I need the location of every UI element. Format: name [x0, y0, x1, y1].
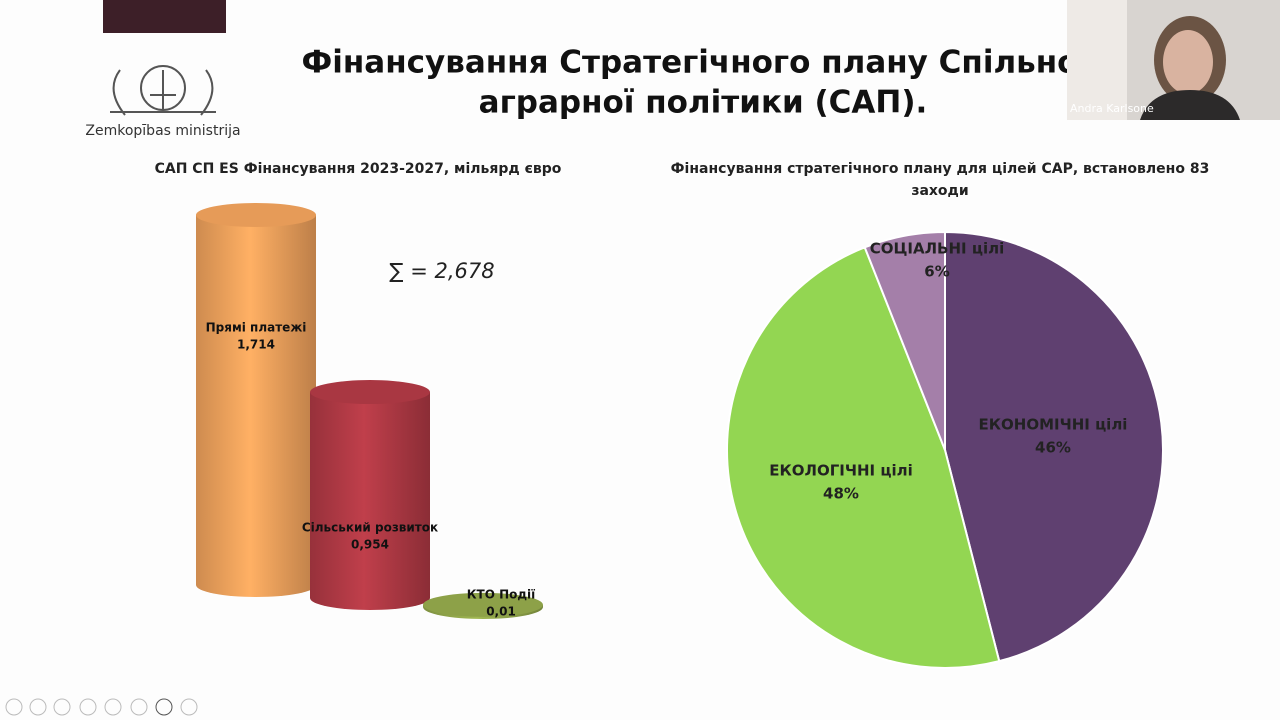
body [1140, 90, 1240, 120]
cylinder-top [310, 380, 430, 405]
pie-slice [944, 230, 1164, 663]
cylinder-body [196, 215, 316, 597]
value-label: 0,01 [486, 605, 516, 619]
slice-label: СОЦІАЛЬНІ цілі [870, 240, 1005, 258]
tool-button[interactable] [79, 698, 97, 716]
cylinder-bar [423, 592, 543, 619]
chart-title: САП СП ES Фінансування 2023-2027, мільяр… [155, 161, 562, 177]
charts: САП СП ES Фінансування 2023-2027, мільяр… [155, 161, 1210, 669]
slice-value: 46% [1035, 439, 1071, 457]
video-tile: Andra Karlsone [1067, 0, 1280, 120]
slide-title: аграрної політики (САП). [479, 85, 928, 121]
chart-title-line: заходи [911, 183, 968, 199]
logo-text: Zemkopības ministrija [85, 123, 240, 139]
annotation: ∑ = 2,678 [389, 259, 494, 283]
tool-button[interactable] [53, 698, 71, 716]
bar-label: Сільський розвиток [302, 521, 438, 535]
bar-label: Прямі платежі [206, 321, 307, 335]
face [1163, 30, 1213, 94]
cylinder-bar [196, 203, 316, 597]
tool-button[interactable] [29, 698, 47, 716]
pie-slice [863, 230, 946, 451]
chart-title: Фінансування стратегічного плану для ціл… [671, 161, 1210, 199]
slice-label: ЕКОНОМІЧНІ цілі [979, 416, 1128, 434]
value-label: 1,714 [237, 338, 275, 352]
slice-value: 6% [924, 263, 949, 281]
value-label: 0,954 [351, 538, 389, 552]
tool-button[interactable] [155, 698, 173, 716]
toolbar [5, 698, 198, 716]
logo [110, 65, 216, 116]
participant-name: Andra Karlsone [1070, 102, 1154, 115]
tool-button[interactable] [180, 698, 198, 716]
pie-slice [726, 246, 1001, 669]
slide-title: Фінансування Стратегічного плану Спільно [302, 45, 1079, 81]
slice-value: 48% [823, 485, 859, 503]
cylinder-top [196, 203, 316, 227]
cylinder-top [423, 592, 543, 617]
tool-button[interactable] [104, 698, 122, 716]
brand-bar [103, 0, 226, 33]
tool-button[interactable] [5, 698, 23, 716]
cylinder-bar [310, 380, 430, 610]
video-wall [1067, 0, 1127, 120]
slice-label: ЕКОЛОГІЧНІ цілі [769, 462, 912, 480]
tool-button[interactable] [130, 698, 148, 716]
chart-title-line: Фінансування стратегічного плану для ціл… [671, 161, 1210, 177]
bar-label: КТО Події [467, 588, 536, 602]
cylinder-body [310, 392, 430, 610]
